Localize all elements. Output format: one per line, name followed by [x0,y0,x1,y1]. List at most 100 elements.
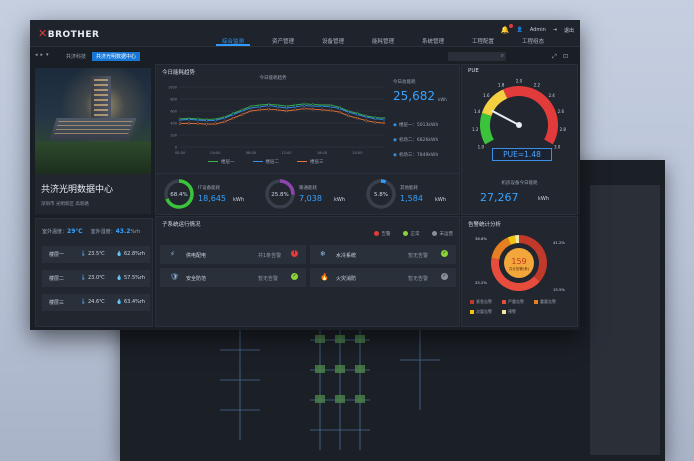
tab-datacenter[interactable]: 共济光明数据中心 [92,52,141,61]
y-tick-label: 200 [170,134,177,138]
floor-temp: 24.6℃ [88,299,105,305]
nav-item-4[interactable]: 系统管理 [421,39,444,45]
nav-item-5[interactable]: 工程配置 [471,39,494,45]
pue-tick-label: 1.2 [472,127,479,132]
outdoor-humidity-label: 室外湿度： [90,229,116,235]
series-point [320,104,324,108]
alarm-legend-item[interactable]: 严重告警 [502,299,534,305]
series-line-2 [179,108,385,125]
pue-tick-label: 1.4 [474,109,481,114]
pue-tick-label: 3.0 [554,144,561,149]
user-name[interactable]: Admin [529,27,546,33]
subsystem-name: 供电配电 [186,253,207,259]
subsystem-name: 水冷系统 [336,253,357,259]
series-point [338,107,341,110]
ring-fill [164,179,194,209]
share-ring: 5.8% [366,179,396,209]
tab-nav-arrows[interactable]: ◂▸▾ [35,52,52,58]
floor-temp: 23.5℃ [88,251,105,257]
floor-row: 楼层三 🌡 24.6℃ 💧 63.4%rh [42,294,150,311]
alarm-legend-item[interactable]: 重要告警 [534,299,566,305]
main-nav: 综合监测资产管理 设备管理 能耗管理 系统管理 工程配置 工程组态 [208,20,558,46]
floor-name: 楼层三 [49,300,65,306]
tab-next-arrow[interactable]: ▸ [132,52,138,58]
legend-item[interactable]: 楼层一 [208,159,235,165]
floor-humidity: 63.4%rh [124,299,146,305]
donut-pct-label: 36.6% [475,236,487,241]
status-dot [373,231,379,236]
alarm-legend-label: 严重告警 [508,299,524,304]
tab-bar: ◂▸▾ 共济科技 共济光明数据中心 ▸ ⌕ ⤢⊡ [30,51,580,71]
subsystem-item[interactable]: 🔥 火灾消防 暂无告警 ✓ [310,268,456,287]
pue-tick-label: 2.4 [548,93,555,98]
nav-item-6[interactable]: 工程组态 [521,39,544,45]
nav-item-3[interactable]: 能耗管理 [371,39,394,45]
series-point [249,109,253,113]
chart-legend: 楼层一 楼层二 楼层三 [208,159,324,165]
alarm-legend-item[interactable]: 次要告警 [470,309,502,315]
tab-company[interactable]: 共济科技 [66,54,87,60]
share-unit: kWh [435,197,447,203]
building-image [35,68,151,174]
share-unit: kWh [334,197,346,203]
series-point [347,110,350,114]
series-point [231,116,235,120]
series-point [285,106,288,110]
x-tick-label: 00:00 [175,151,185,155]
y-tick-label: 600 [170,110,177,114]
outdoor-readings: 室外温度：29℃ 室外湿度：43.2%rh [42,228,140,235]
series-point [231,113,235,116]
top-navigation-bar: ✕BROTHER 综合监测 资产管理 设备管理 能耗管理 系统管理 工程配置 工程组态 🔔 … [30,20,580,47]
outdoor-temp-label: 室外温度： [42,229,68,235]
exit-link[interactable]: 退出 [563,27,574,34]
nav-item-2[interactable]: 设备管理 [321,39,344,45]
pue-panel-title: PUE [468,68,479,74]
series-point [329,105,333,109]
energy-breakdown-2: ◉ 机场二：6826kWh [393,138,439,143]
dashboard-window: ✕BROTHER 综合监测 资产管理 设备管理 能耗管理 系统管理 工程配置 工程组态 🔔 … [30,20,580,330]
series-point [205,119,208,122]
subsystem-item[interactable]: 🛡 安全防范 暂无告警 ✓ [160,268,306,287]
thermometer-icon: 🌡 [80,299,87,305]
legend-item[interactable]: 楼层二 [252,159,279,165]
user-icon: 👤 [516,27,523,33]
alarm-legend-label: 紧急告警 [476,299,492,304]
floor-name: 楼层一 [49,252,65,258]
subsystem-item[interactable]: ❄ 水冷系统 暂无告警 ✓ [310,245,456,264]
alarm-count-label: 共计告警(条) [509,266,530,271]
nav-item-1[interactable]: 资产管理 [271,39,294,45]
legend-item[interactable]: 楼层三 [297,159,324,165]
pue-value: PUE=1.48 [492,148,552,161]
subsystem-item[interactable]: ⚡ 供电配电 共1条告警! [160,245,306,264]
pue-tick-label: 2.8 [560,127,567,132]
series-point [187,122,191,125]
pue-tick-label: 1.6 [483,93,490,98]
subsystem-icon: ⚡ [170,250,175,258]
status-legend: 告警 正常 未运营 [373,231,453,237]
nav-item-0[interactable]: 综合监测 [208,20,258,46]
energy-share-item: 25.8% 暖通能耗 7,038 kWh [259,177,357,211]
x-tick-label: 12:00 [281,151,291,155]
alarm-legend-item[interactable]: 紧急告警 [470,299,502,305]
x-tick-label: 16:00 [317,151,327,155]
background-side-panel [590,185,660,455]
outdoor-temp-value: 29℃ [67,228,83,235]
window-controls[interactable]: ⤢⊡ [552,53,574,60]
alarm-legend-item[interactable]: 预警 [502,309,534,315]
series-point [311,104,315,108]
floor-humidity: 62.8%rh [124,251,146,257]
series-point [365,115,368,119]
thermometer-icon: 🌡 [80,275,87,281]
thermometer-icon: 🌡 [80,251,87,257]
series-point [223,120,226,124]
floor-icon: ◉ [393,138,397,143]
pue-tick-label: 2.2 [534,82,541,87]
series-point [302,104,306,107]
search-icon[interactable]: ⌕ [500,52,504,59]
share-value: 18,645 [198,194,226,203]
bell-icon[interactable]: 🔔 [501,24,513,34]
ring-percent: 25.8% [271,192,288,198]
legend-label: 楼层三 [310,160,324,165]
y-tick-label: 1000 [168,86,177,90]
exit-icon: ⇥ [552,27,557,33]
